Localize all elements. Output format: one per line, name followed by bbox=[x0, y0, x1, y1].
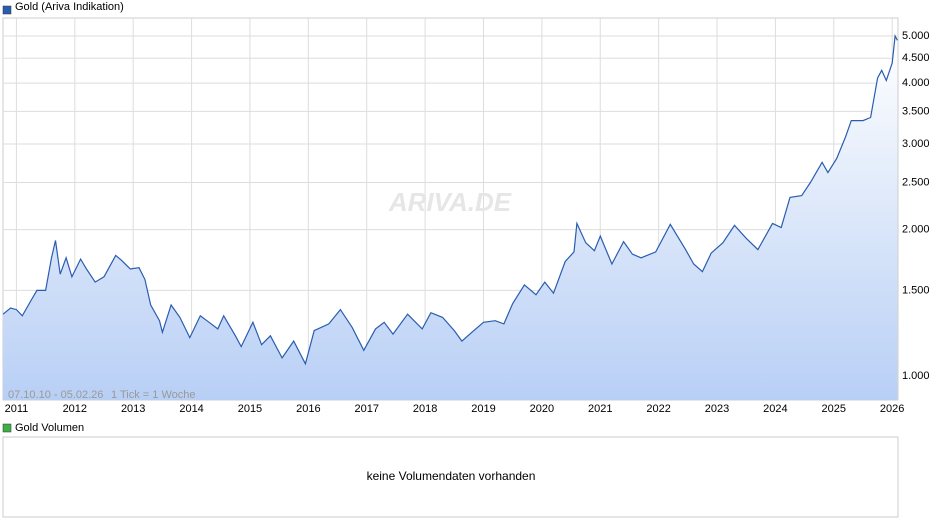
date-range: 07.10.10 - 05.02.26 bbox=[8, 389, 103, 401]
volume-message: keine Volumendaten vorhanden bbox=[367, 469, 536, 483]
x-tick-label: 2018 bbox=[413, 403, 437, 415]
line bbox=[2, 34, 898, 366]
x-tick-label: 2026 bbox=[880, 403, 904, 415]
area bbox=[3, 36, 898, 400]
x-tick-label: 2014 bbox=[179, 403, 203, 415]
volume-legend-label: Gold Volumen bbox=[15, 422, 84, 434]
y-tick-label: 4.000 bbox=[902, 77, 930, 89]
legend-swatch bbox=[2, 5, 12, 15]
y-tick-label: 4.500 bbox=[902, 52, 930, 64]
y-tick-label: 1.000 bbox=[902, 370, 930, 382]
volume-legend-swatch bbox=[2, 423, 12, 433]
x-tick-label: 2023 bbox=[705, 403, 729, 415]
legend-label: Gold (Ariva Indikation) bbox=[15, 1, 124, 13]
x-tick-label: 2020 bbox=[530, 403, 554, 415]
y-tick-label: 1.500 bbox=[902, 284, 930, 296]
x-tick-label: 2013 bbox=[121, 403, 145, 415]
x-tick-label: 2016 bbox=[296, 403, 320, 415]
x-tick-label: 2025 bbox=[822, 403, 846, 415]
y-tick-label: 5.000 bbox=[902, 30, 930, 42]
x-tick-label: 2012 bbox=[63, 403, 87, 415]
y-tick-label: 2.000 bbox=[902, 224, 930, 236]
x-tick-label: 2017 bbox=[354, 403, 378, 415]
y-tick-label: 3.000 bbox=[902, 138, 930, 150]
x-tick-label: 2019 bbox=[471, 403, 495, 415]
watermark: ARIVA.DE bbox=[388, 187, 512, 217]
tick-note: 1 Tick = 1 Woche bbox=[111, 389, 195, 401]
volume-panel bbox=[2, 436, 899, 518]
x-tick-label: 2015 bbox=[238, 403, 262, 415]
y-tick-label: 2.500 bbox=[902, 176, 930, 188]
x-tick-label: 2011 bbox=[5, 403, 29, 415]
x-tick-label: 2021 bbox=[588, 403, 612, 415]
x-tick-label: 2022 bbox=[646, 403, 670, 415]
y-tick-label: 3.500 bbox=[902, 105, 930, 117]
x-tick-label: 2024 bbox=[763, 403, 787, 415]
